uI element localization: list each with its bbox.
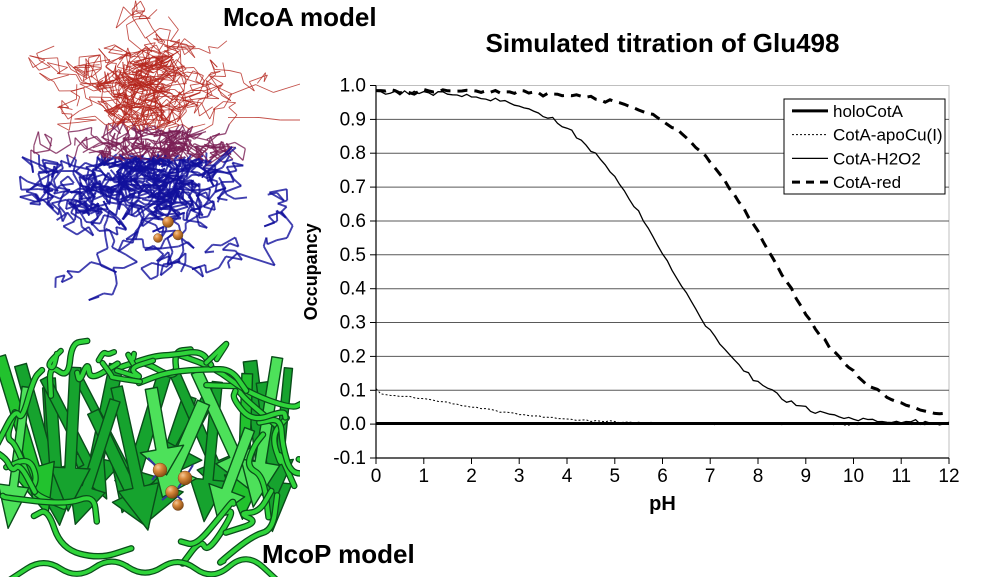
svg-text:0.9: 0.9 xyxy=(340,109,366,130)
svg-text:9: 9 xyxy=(801,466,812,487)
svg-text:-0.1: -0.1 xyxy=(333,448,366,469)
svg-text:Occupancy: Occupancy xyxy=(301,223,321,320)
svg-text:0.5: 0.5 xyxy=(340,245,366,266)
svg-text:10: 10 xyxy=(843,466,864,487)
svg-text:CotA-apoCu(I): CotA-apoCu(I) xyxy=(833,126,943,145)
svg-text:0.4: 0.4 xyxy=(340,279,367,300)
svg-text:7: 7 xyxy=(705,466,716,487)
svg-text:8: 8 xyxy=(753,466,764,487)
svg-text:3: 3 xyxy=(514,466,525,487)
svg-text:0: 0 xyxy=(371,466,382,487)
svg-text:1.0: 1.0 xyxy=(340,76,366,97)
svg-text:holoCotA: holoCotA xyxy=(833,102,904,121)
svg-text:pH: pH xyxy=(649,493,676,515)
svg-text:CotA-red: CotA-red xyxy=(833,173,901,192)
svg-text:6: 6 xyxy=(657,466,668,487)
svg-text:1: 1 xyxy=(419,466,430,487)
svg-text:5: 5 xyxy=(610,466,621,487)
svg-text:2: 2 xyxy=(466,466,477,487)
svg-text:11: 11 xyxy=(891,466,911,487)
svg-text:0.2: 0.2 xyxy=(340,346,366,367)
svg-text:0.0: 0.0 xyxy=(340,414,366,435)
svg-text:4: 4 xyxy=(562,466,573,487)
svg-text:12: 12 xyxy=(938,466,959,487)
svg-text:0.8: 0.8 xyxy=(340,143,366,164)
svg-text:0.1: 0.1 xyxy=(340,380,366,401)
svg-text:CotA-H2O2: CotA-H2O2 xyxy=(833,149,921,168)
svg-text:Simulated titration of Glu498: Simulated titration of Glu498 xyxy=(486,28,840,58)
svg-text:0.6: 0.6 xyxy=(340,211,366,232)
svg-text:0.3: 0.3 xyxy=(340,313,366,334)
svg-text:0.7: 0.7 xyxy=(340,177,366,198)
